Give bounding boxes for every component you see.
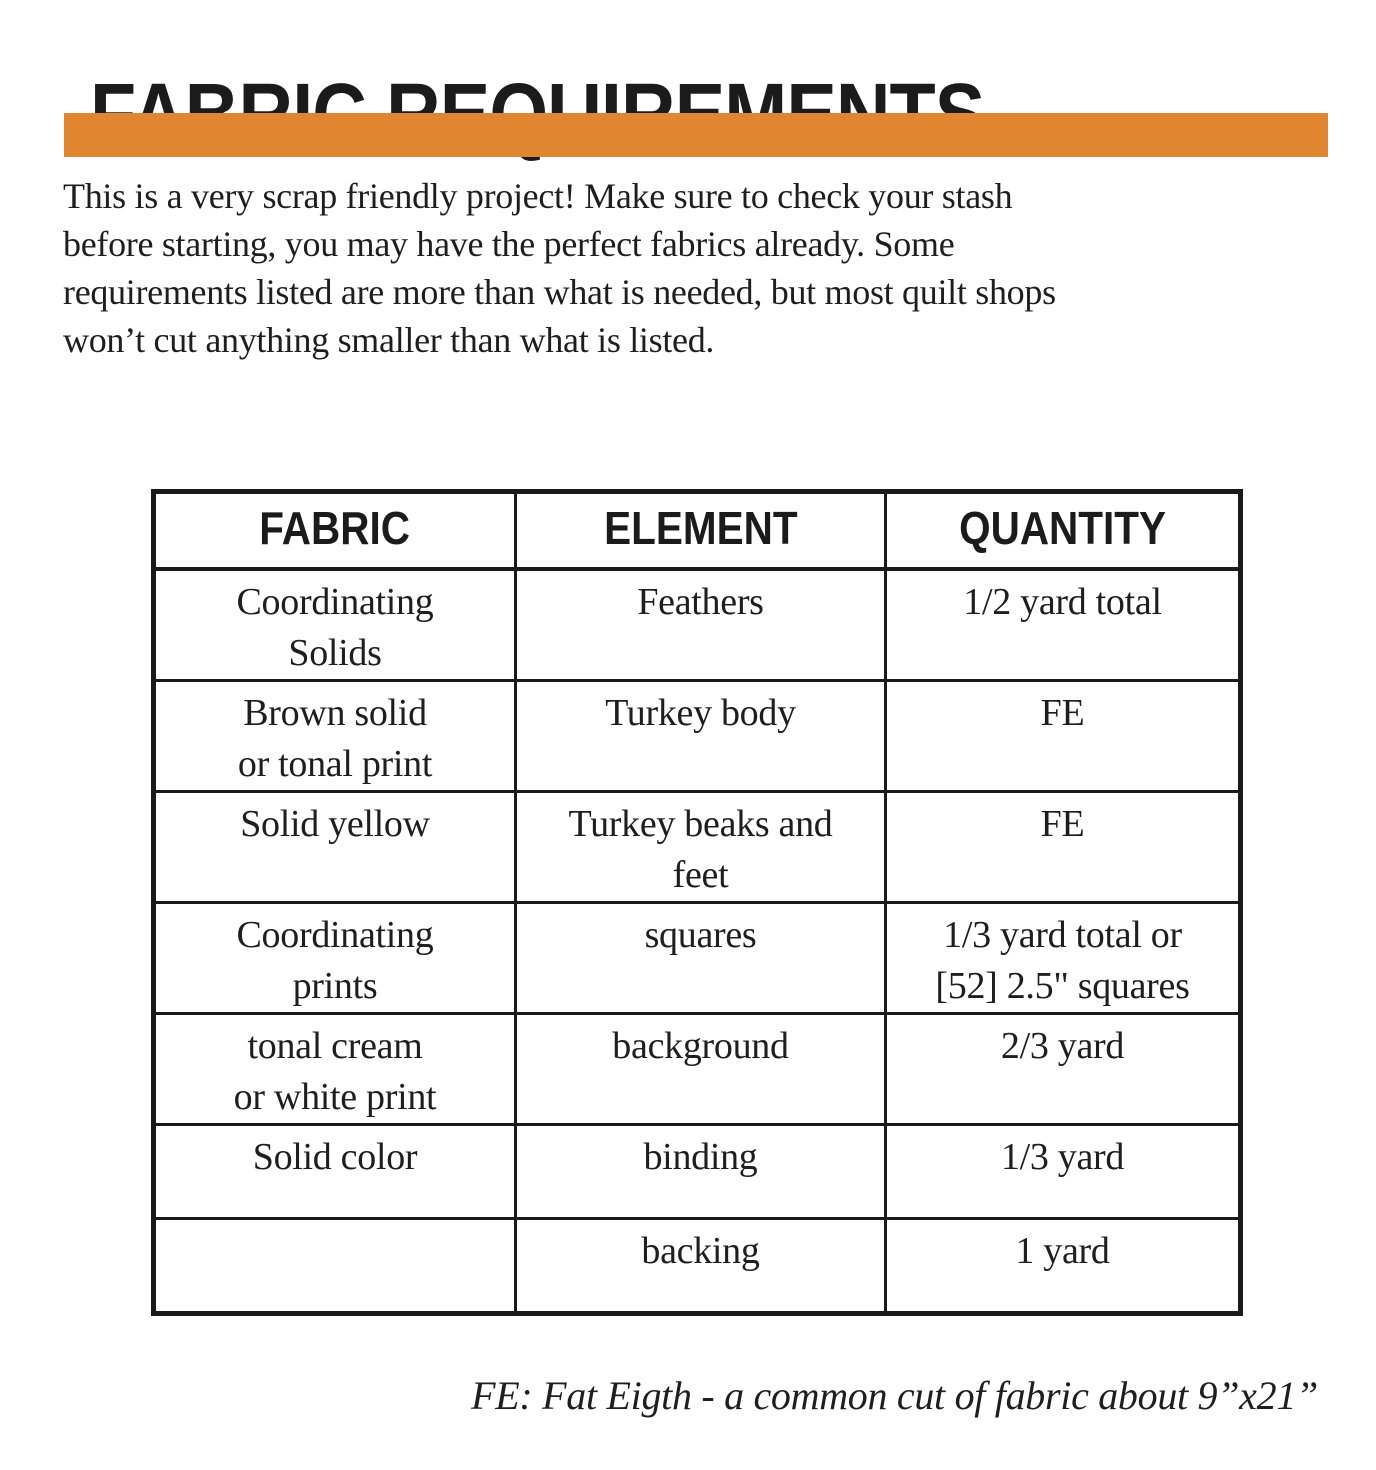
cell-fabric: tonal cream or white print (152, 1011, 517, 1126)
cell-quantity: FE (884, 789, 1242, 904)
cell-fabric: Solid yellow (152, 789, 517, 904)
intro-paragraph: This is a very scrap friendly project! M… (63, 176, 1056, 360)
table-row: Brown solid or tonal print Turkey body F… (152, 678, 1242, 793)
cell-quantity: 1/2 yard total (884, 567, 1242, 682)
table-row: backing 1 yard (152, 1216, 1242, 1315)
cell-element: squares (514, 900, 887, 1015)
header-cell-fabric: FABRIC (152, 490, 517, 571)
cell-fabric: Brown solid or tonal print (152, 678, 517, 793)
cell-element: Turkey beaks and feet (514, 789, 887, 904)
cell-fabric: Coordinating Solids (152, 567, 517, 682)
table-row: tonal cream or white print background 2/… (152, 1011, 1242, 1126)
table-header-row: FABRIC ELEMENT QUANTITY (152, 490, 1242, 571)
table-row: Solid yellow Turkey beaks and feet FE (152, 789, 1242, 904)
cell-quantity: 1/3 yard total or [52] 2.5" squares (884, 900, 1242, 1015)
cell-element: backing (514, 1216, 887, 1315)
cell-element: binding (514, 1122, 887, 1220)
accent-bar (64, 113, 1328, 157)
cell-fabric: Solid color (152, 1122, 517, 1220)
header-cell-quantity: QUANTITY (884, 490, 1242, 571)
cell-quantity: 1 yard (884, 1216, 1242, 1315)
header-label-element: ELEMENT (603, 501, 798, 554)
cell-quantity: 1/3 yard (884, 1122, 1242, 1220)
table-row: Coordinating prints squares 1/3 yard tot… (152, 900, 1242, 1015)
cell-element: Turkey body (514, 678, 887, 793)
cell-element: background (514, 1011, 887, 1126)
cell-quantity: 2/3 yard (884, 1011, 1242, 1126)
table-row: Coordinating Solids Feathers 1/2 yard to… (152, 567, 1242, 682)
header-cell-element: ELEMENT (514, 490, 887, 571)
fabric-requirements-table: FABRIC ELEMENT QUANTITY Coordinating Sol… (151, 489, 1243, 1316)
table-row: Solid color binding 1/3 yard (152, 1122, 1242, 1220)
header-label-fabric: FABRIC (259, 501, 411, 554)
cell-fabric (152, 1216, 517, 1315)
cell-element: Feathers (514, 567, 887, 682)
cell-quantity: FE (884, 678, 1242, 793)
header-label-quantity: QUANTITY (959, 501, 1166, 554)
cell-fabric: Coordinating prints (152, 900, 517, 1015)
footnote: FE: Fat Eigth - a common cut of fabric a… (471, 1373, 1318, 1418)
